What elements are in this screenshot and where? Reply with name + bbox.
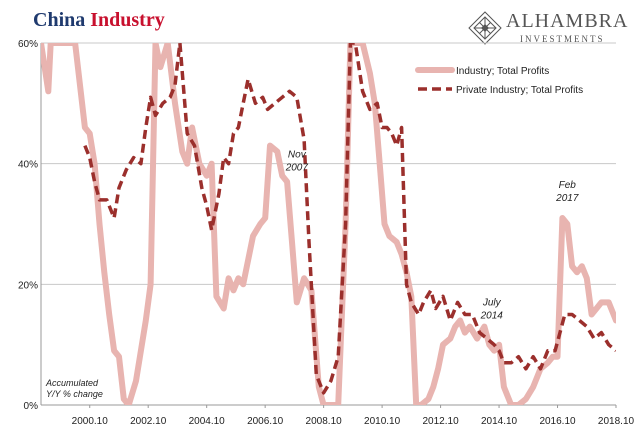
annotation-label: 2017 (555, 193, 579, 204)
legend-label-industry: Industry; Total Profits (456, 66, 549, 77)
note-line-1: Accumulated (46, 378, 99, 388)
x-tick-label: 2016.10 (539, 416, 576, 427)
x-tick-label: 2006.10 (247, 416, 284, 427)
annotation-label: 2014 (480, 310, 504, 321)
x-tick-label: 2004.10 (189, 416, 226, 427)
annotation-label: Nov (288, 150, 307, 161)
logo-subtitle: INVESTMENTS (520, 34, 605, 44)
alhambra-logo: ALHAMBRA INVESTMENTS (468, 10, 628, 50)
y-tick-label: 40% (18, 160, 38, 171)
diamond-lattice-icon (468, 11, 502, 45)
x-tick-label: 2008.10 (306, 416, 343, 427)
x-tick-label: 2018.10 (598, 416, 635, 427)
title-part-industry: Industry (90, 9, 165, 31)
x-tick-label: 2000.10 (72, 416, 109, 427)
annotation-label: July (482, 297, 502, 308)
x-tick-label: 2002.10 (130, 416, 167, 427)
x-tick-label: 2012.10 (422, 416, 459, 427)
chart-note: Accumulated Y/Y % change (46, 378, 103, 400)
y-tick-label: 0% (24, 401, 39, 412)
y-tick-label: 60% (18, 39, 38, 50)
series-line-private-industry (83, 43, 616, 395)
x-tick-label: 2010.10 (364, 416, 401, 427)
series-line-industry (41, 43, 616, 405)
chart-title: China Industry (33, 9, 165, 32)
note-line-2: Y/Y % change (46, 389, 103, 399)
y-tick-label: 20% (18, 280, 38, 291)
x-tick-label: 2014.10 (481, 416, 518, 427)
legend-label-private-industry: Private Industry; Total Profits (456, 85, 583, 96)
title-part-china: China (33, 9, 86, 31)
annotation-label: Feb (559, 180, 577, 191)
logo-name: ALHAMBRA (506, 10, 629, 32)
annotation-label: 2007 (285, 163, 309, 174)
